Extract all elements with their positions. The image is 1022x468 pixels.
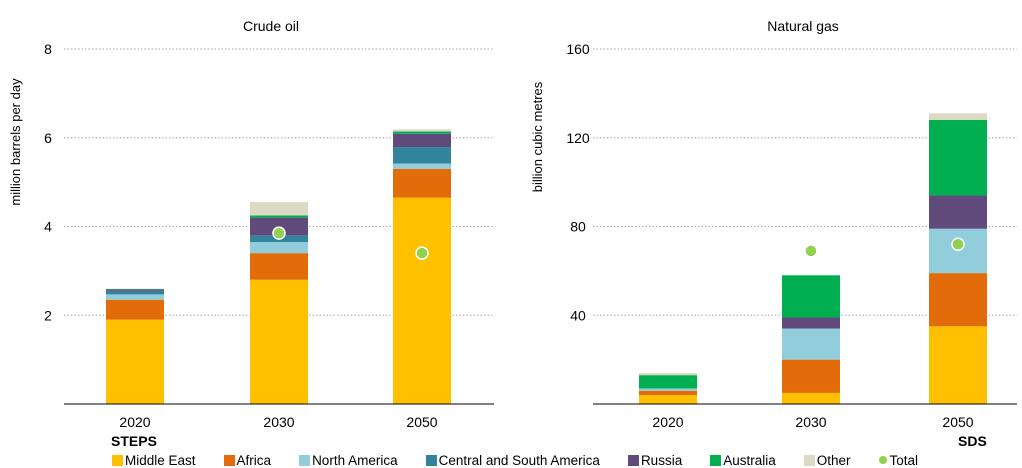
y-axis-label: billion cubic metres [530,81,545,192]
bar-segment [393,163,451,169]
bar-segment [782,275,840,318]
bar-segment [782,392,840,404]
chart-title: Crude oil [243,18,299,34]
x-tick-label: 2030 [263,414,294,430]
legend-label: Russia [640,452,683,468]
legend-item: Middle East [112,453,196,468]
legend-label: Middle East [125,452,196,468]
bar-segment [639,390,697,396]
y-tick-label: 160 [566,41,590,57]
legend-item: North America [299,453,398,468]
legend-item-total: Total [878,452,919,468]
x-tick-label: 2020 [119,414,150,430]
bar-segment [639,395,697,404]
total-point [272,226,286,240]
bar-segment [250,215,308,218]
legend-item: Russia [627,452,683,468]
bar-segment [929,195,987,229]
x-tick-label: 2020 [652,414,683,430]
bar-segment [106,290,164,295]
legend-label: Australia [723,452,776,468]
legend-swatch [710,454,722,466]
legend-item: Central and South America [425,452,600,468]
legend-label: Central and South America [438,452,600,468]
chart-panel-0: Crude oil million barrels per day 2 4 6 8 2020… [8,18,494,430]
bar-segment [393,129,451,132]
bar-segment [782,359,840,393]
legend-label: Africa [236,452,272,468]
chart-panel-1: Natural gas billion cubic metres 40 80 120 16… [530,18,1017,430]
bar-segment [639,388,697,391]
bar-segment [393,197,451,404]
bar-segment [393,168,451,198]
bar-segment [929,273,987,327]
legend-swatch [803,454,815,466]
total-point [804,244,818,258]
total-point [951,237,965,251]
bar-segment [106,319,164,404]
legend-swatch [223,454,235,466]
bar-segment [106,299,164,320]
steps-label: STEPS [111,433,157,449]
bar-segment [929,113,987,120]
chart-title: Natural gas [767,18,839,34]
y-tick-label: 4 [44,219,52,235]
y-tick-label: 120 [566,130,590,146]
bar-segment [250,253,308,280]
y-axis-label: million barrels per day [8,78,23,206]
sds-label: SDS [958,433,987,449]
bar-segment [782,328,840,360]
legend-label: Total [889,452,919,468]
legend-swatch [299,454,311,466]
x-tick-label: 2030 [795,414,826,430]
y-tick-label: 8 [44,41,52,57]
bar-segment [250,279,308,404]
bar-segment [929,120,987,196]
x-tick-label: 2050 [942,414,973,430]
y-tick-label: 2 [44,307,52,323]
bar-segment [929,326,987,404]
legend-item: Africa [223,452,272,468]
y-tick-label: 6 [44,130,52,146]
bar-segment [393,147,451,164]
legend: Middle East Africa North America Central an… [112,452,1022,468]
bar-segment [393,131,451,134]
bar-segment [639,375,697,389]
legend-label: Other [816,452,851,468]
legend-dot [878,456,887,464]
bar-segment [106,294,164,300]
legend-item: Australia [710,453,776,468]
bar-segment [639,372,697,376]
y-tick-label: 80 [570,219,586,235]
bar-segment [393,133,451,148]
legend-swatch [425,454,437,466]
total-point [415,246,429,260]
bar-segment [106,289,164,291]
legend-item: Other [803,452,851,468]
y-tick-label: 40 [570,307,586,323]
x-tick-label: 2050 [406,414,437,430]
bar-segment [250,202,308,216]
legend-swatch [112,454,123,466]
bar-segment [782,317,840,329]
bar-segment [250,242,308,254]
legend-label: North America [312,452,398,468]
legend-swatch [627,454,639,466]
